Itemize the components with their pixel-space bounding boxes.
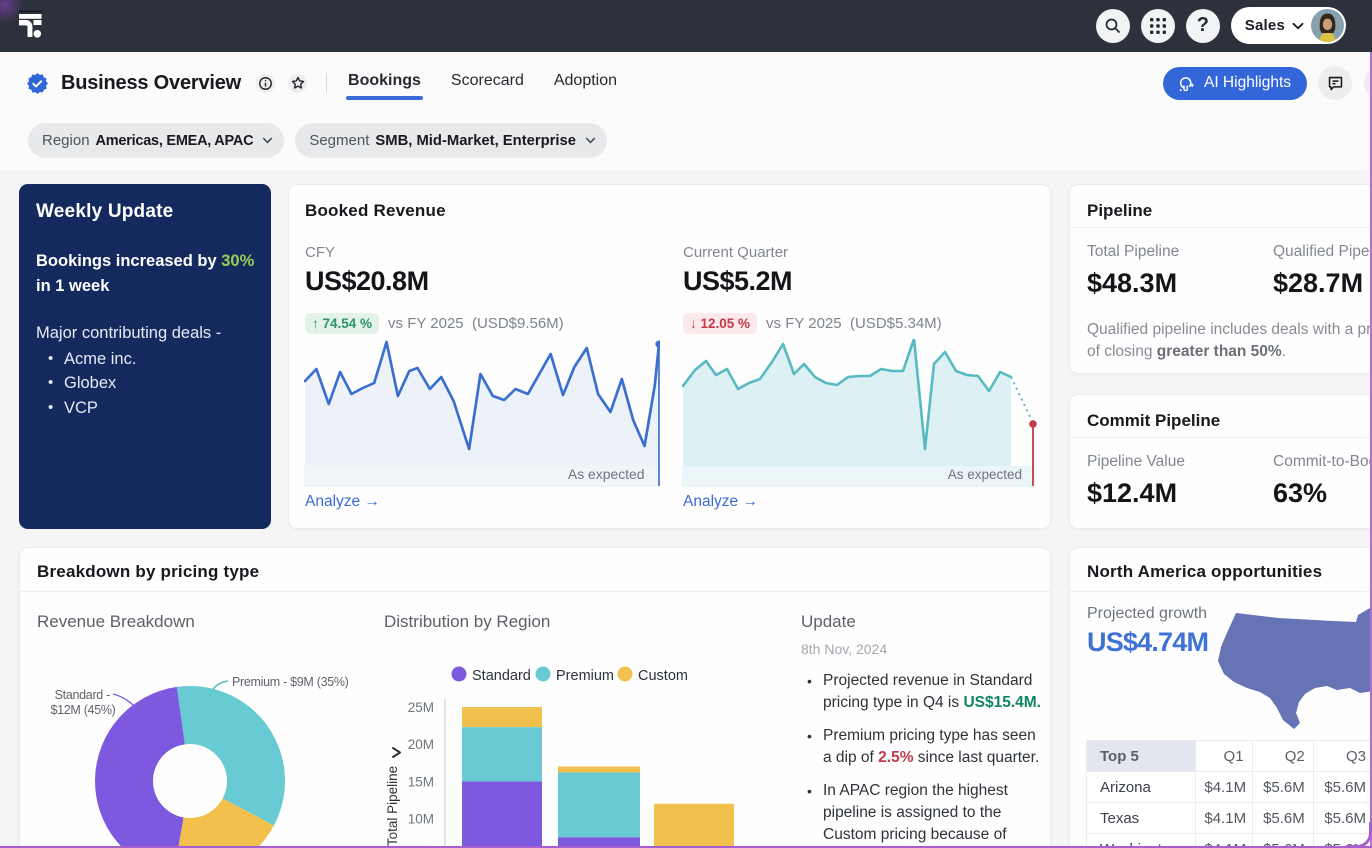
svg-text:As expected: As expected	[948, 467, 1022, 482]
svg-text:Total Pipeline: Total Pipeline	[385, 766, 400, 846]
svg-text:25M: 25M	[408, 700, 434, 715]
svg-text:As expected: As expected	[568, 467, 645, 482]
svg-text:Premium: Premium	[556, 668, 614, 684]
svg-text:Custom: Custom	[638, 668, 688, 684]
svg-text:20M: 20M	[408, 737, 434, 752]
svg-text:Standard -: Standard -	[55, 688, 111, 702]
svg-text:15M: 15M	[408, 774, 434, 789]
svg-text:Premium - $9M (35%): Premium - $9M (35%)	[232, 675, 349, 689]
svg-text:Standard: Standard	[472, 668, 531, 684]
svg-text:$12M (45%): $12M (45%)	[50, 703, 115, 717]
svg-text:10M: 10M	[408, 812, 434, 827]
